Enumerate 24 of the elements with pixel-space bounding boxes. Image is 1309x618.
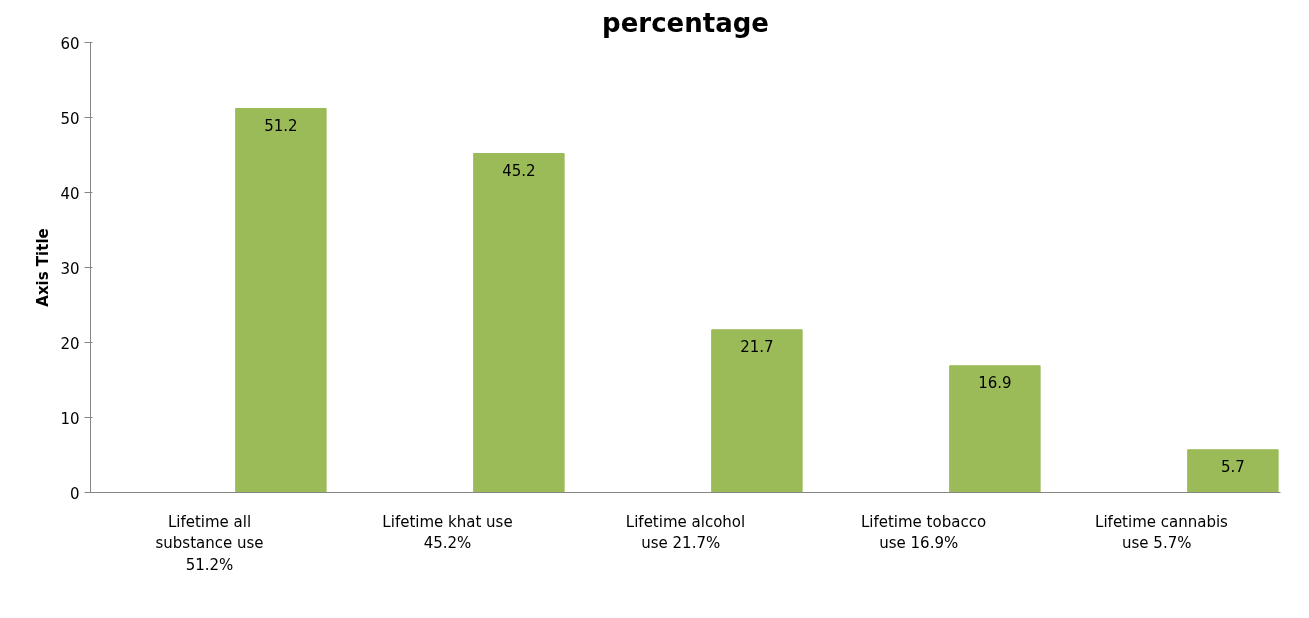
bar <box>235 108 327 493</box>
y-tick-label: 10 <box>60 409 80 428</box>
y-tick-label: 40 <box>60 184 80 203</box>
y-tick-label: 20 <box>60 334 80 353</box>
data-label: 51.2 <box>264 116 298 135</box>
y-tick-label: 0 <box>69 484 80 503</box>
y-tick-label: 60 <box>60 34 80 53</box>
chart-title: percentage <box>602 7 769 38</box>
y-tick-label: 30 <box>60 259 80 278</box>
x-tick-label: Lifetime tobacco use 16.9% <box>860 512 987 553</box>
bar <box>711 329 803 493</box>
data-label: 21.7 <box>740 337 774 356</box>
bar <box>473 153 565 493</box>
data-label: 45.2 <box>502 161 536 180</box>
data-label: 5.7 <box>1220 457 1245 476</box>
y-tick-label: 50 <box>60 109 80 128</box>
x-tick-label: Lifetime khat use 45.2% <box>382 512 513 553</box>
x-tick-label: Lifetime alcohol use 21.7% <box>625 512 746 553</box>
bar <box>1187 449 1279 493</box>
y-axis-title: Axis Title <box>34 228 53 307</box>
bar <box>949 365 1041 493</box>
data-label: 16.9 <box>978 373 1012 392</box>
x-tick-label: Lifetime all substance use 51.2% <box>155 512 264 574</box>
x-tick-label: Lifetime cannabis use 5.7% <box>1095 512 1229 553</box>
